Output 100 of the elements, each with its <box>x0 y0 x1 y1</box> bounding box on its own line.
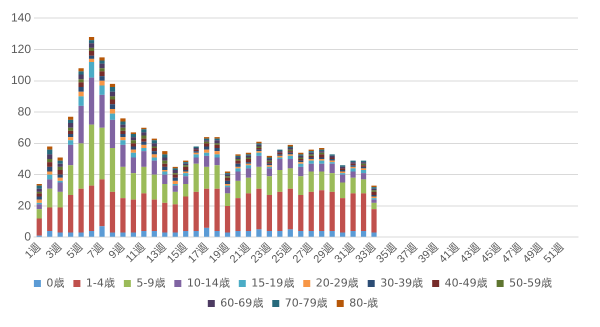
bar <box>130 140 136 144</box>
bar <box>214 230 220 237</box>
legend-label: 30-39歳 <box>380 276 424 290</box>
bar <box>110 100 116 104</box>
bar <box>68 123 74 128</box>
bar <box>68 120 74 124</box>
bar <box>371 202 377 210</box>
bar <box>224 206 230 233</box>
bar <box>141 148 146 152</box>
bar <box>68 144 74 166</box>
bar <box>319 190 324 231</box>
bar <box>298 230 304 237</box>
bar <box>319 164 324 172</box>
bar <box>162 154 168 158</box>
bar <box>277 192 282 231</box>
bar <box>47 179 52 189</box>
legend-label: 10-14歳 <box>186 276 230 290</box>
bar <box>266 230 272 237</box>
bar <box>88 36 94 40</box>
bar <box>99 94 105 128</box>
bar <box>224 232 230 237</box>
bar <box>256 229 262 237</box>
bar <box>130 137 136 140</box>
bar <box>58 174 63 178</box>
bar <box>194 230 199 237</box>
bar <box>152 157 157 161</box>
legend-label: 1-4歳 <box>86 276 115 290</box>
bar <box>58 192 63 208</box>
bar <box>110 192 116 233</box>
bar <box>204 150 210 153</box>
bar <box>214 151 220 154</box>
bar <box>224 178 230 181</box>
bar <box>99 57 105 60</box>
bar <box>58 164 63 167</box>
bar <box>141 193 146 231</box>
bar <box>68 232 74 237</box>
y-tick-label: 120 <box>10 42 32 56</box>
bar <box>68 128 74 131</box>
bar <box>130 200 136 233</box>
bar <box>194 157 199 164</box>
bar <box>47 162 52 167</box>
bar <box>172 186 178 192</box>
bar <box>235 180 241 198</box>
bar <box>266 194 272 231</box>
bar <box>120 232 126 237</box>
bar <box>214 148 220 152</box>
bar <box>214 165 220 189</box>
bar <box>120 121 126 125</box>
bar <box>36 193 42 197</box>
bar <box>78 188 84 233</box>
bar <box>246 230 252 237</box>
bar <box>99 71 105 76</box>
bar <box>246 193 252 231</box>
bar <box>99 64 105 68</box>
bar <box>235 172 241 181</box>
bar <box>110 84 116 88</box>
x-tick-label: 51週 <box>542 240 567 266</box>
bar <box>298 176 304 195</box>
bar <box>371 232 377 237</box>
bar <box>288 159 293 168</box>
bar <box>68 194 74 233</box>
bar <box>78 74 84 80</box>
bar <box>152 160 157 175</box>
bar <box>36 200 42 203</box>
bar <box>141 230 146 237</box>
bar <box>319 230 324 237</box>
x-tick-label: 5週 <box>64 240 86 262</box>
bar <box>214 188 220 231</box>
bar <box>47 172 52 175</box>
bar <box>130 143 136 146</box>
bar <box>68 116 74 120</box>
bar <box>88 230 94 237</box>
bar <box>330 164 335 174</box>
y-tick-label: 40 <box>18 166 32 181</box>
bar <box>152 143 157 146</box>
bar <box>88 186 94 231</box>
bar <box>183 173 188 176</box>
bar <box>319 154 324 158</box>
bar <box>88 124 94 186</box>
bar <box>130 232 136 237</box>
y-tick-label: 80 <box>18 104 32 118</box>
bar <box>204 143 210 146</box>
bar <box>308 164 314 172</box>
bar <box>162 202 168 233</box>
bar <box>246 178 252 194</box>
bar <box>224 193 230 206</box>
bar <box>308 172 314 192</box>
bar <box>350 193 356 231</box>
bar <box>78 106 84 144</box>
bar <box>58 170 63 175</box>
bar <box>350 230 356 237</box>
bar <box>47 188 52 208</box>
bar <box>172 192 178 204</box>
bar <box>224 180 230 184</box>
bar <box>88 56 94 59</box>
bar <box>36 196 42 200</box>
bar <box>256 166 262 189</box>
bar <box>152 154 157 158</box>
bar <box>120 118 126 122</box>
bar <box>120 124 126 128</box>
